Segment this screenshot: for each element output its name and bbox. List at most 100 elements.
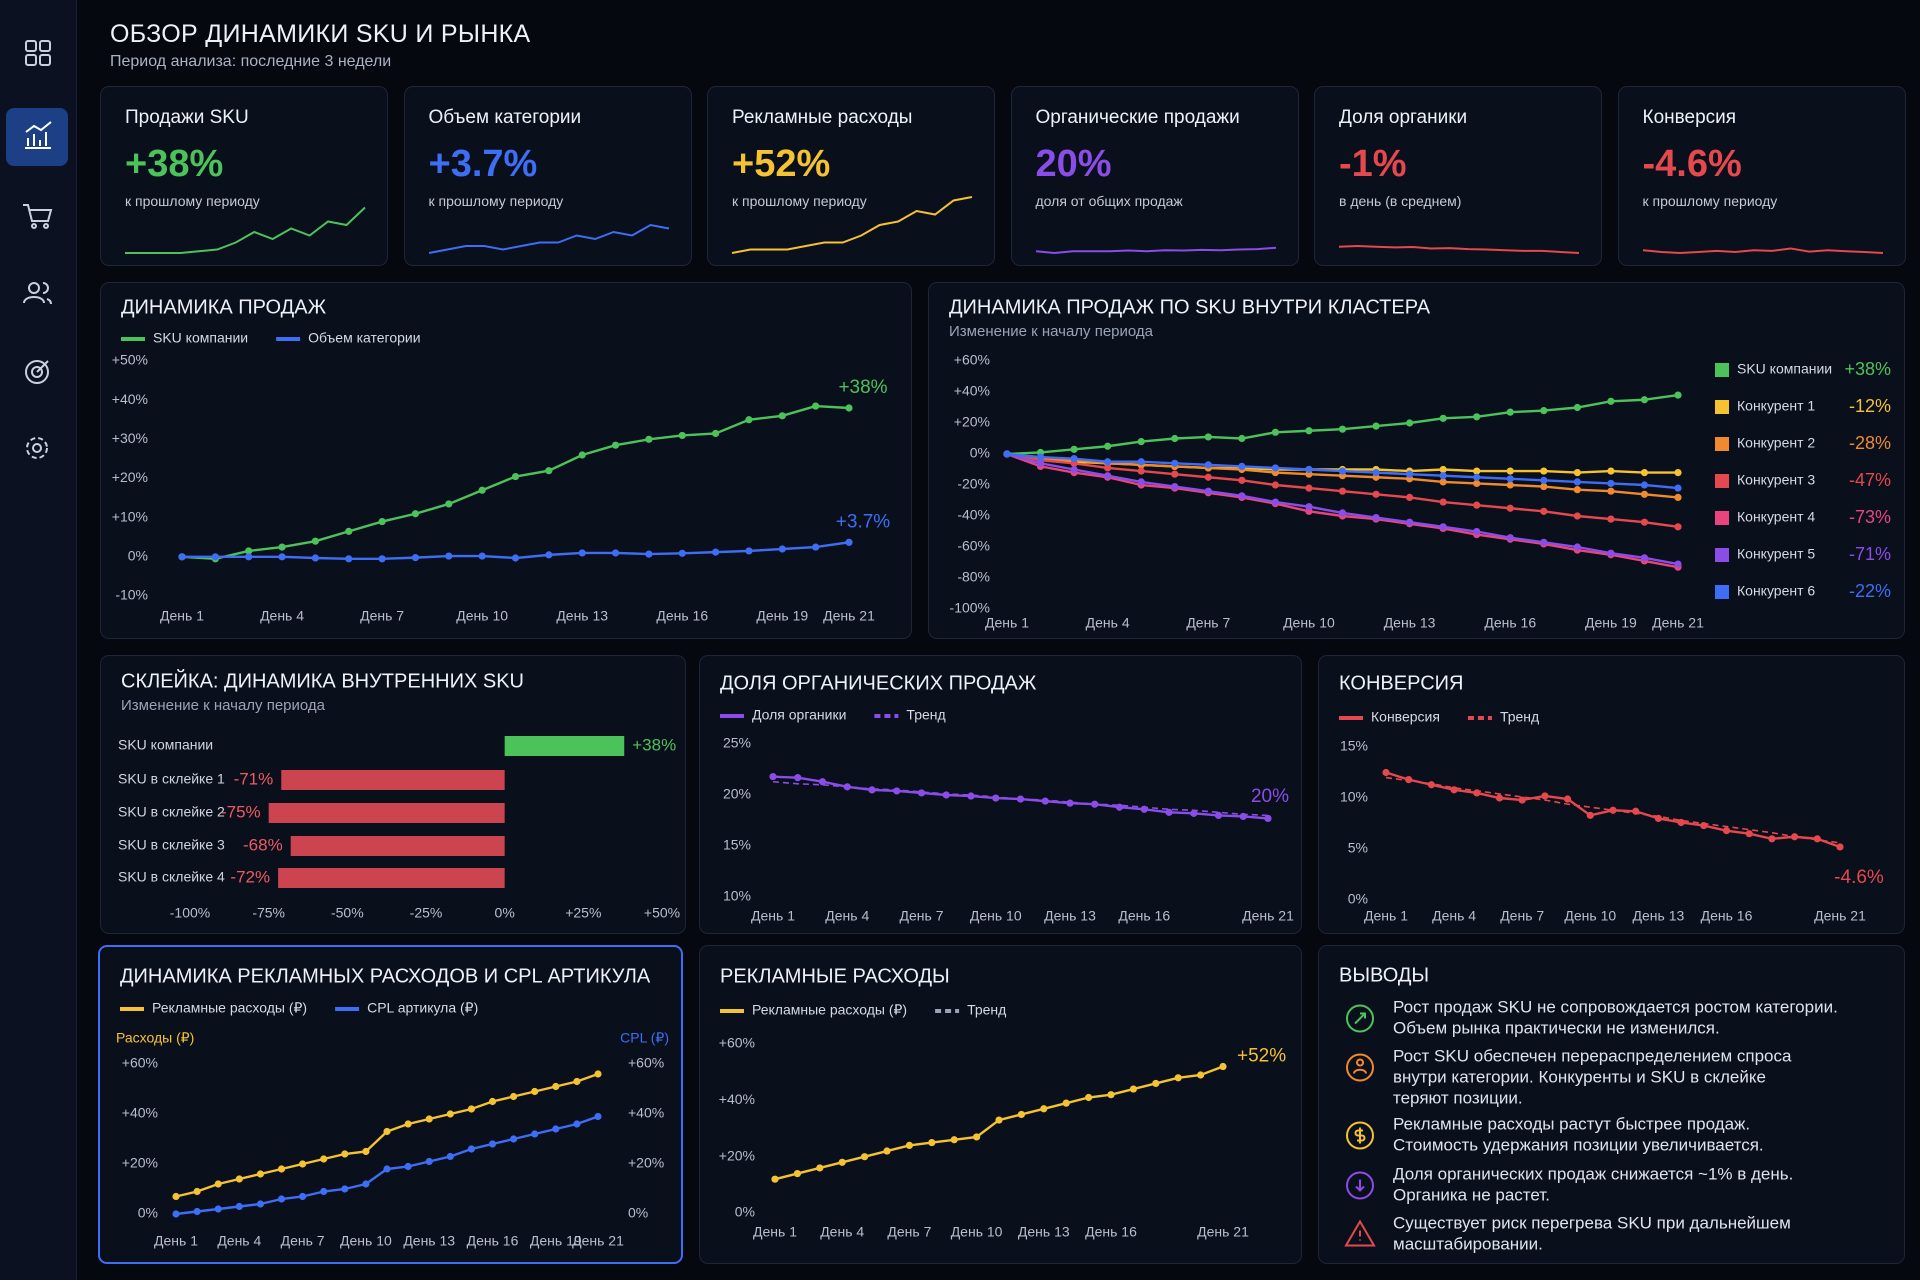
x-tick-label: День 13 [1018,1224,1070,1240]
data-point [1066,799,1074,807]
value-label: +38% [632,735,676,754]
data-point [478,486,486,494]
data-point [235,1175,243,1183]
data-point [1104,458,1112,466]
data-point [1152,1079,1160,1088]
nav-analytics[interactable] [25,121,52,149]
data-point [1439,465,1447,474]
x-tick-label: День 7 [1186,615,1230,631]
x-tick-label: День 4 [1432,908,1476,924]
nav-active[interactable] [6,108,68,166]
nav-users[interactable] [23,282,52,305]
data-point [645,550,653,558]
conclusions: ВЫВОДЫ Рост продаж SKU не сопровождается … [1339,964,1838,1253]
data-point [1271,428,1279,436]
data-point [712,548,720,556]
data-point [277,1195,286,1203]
data-point [1674,391,1682,399]
data-point [1518,796,1526,804]
x-tick-label: День 7 [281,1233,325,1249]
y-tick-label: 10% [1340,789,1368,805]
kpi-note: доля от общих продаж [1035,193,1183,209]
y-tick-label: +20% [122,1155,158,1171]
data-point [1506,475,1514,483]
x-tick-label: День 7 [900,908,944,924]
data-point [1070,445,1078,453]
y-tick-label: +20% [719,1147,755,1163]
x-tick-label: День 7 [887,1224,931,1240]
data-point [1171,470,1179,478]
data-point [1609,806,1617,814]
icon-glyph [1354,1127,1366,1144]
legend-value: -28% [1849,433,1891,453]
chart-panel: КОНВЕРСИЯ 15% 10% 5% 0% День 1 День 4 День 7 Ден… [1318,655,1905,934]
x-tick-label: День 1 [985,615,1029,631]
data-point [467,1105,475,1113]
kpi-card: Продажи SKU +38% к прошлому периоду [100,86,388,266]
nav-cart[interactable] [23,204,53,229]
data-point [1137,438,1145,446]
data-point [1640,518,1649,526]
kpi-title: Органические продажи [1035,107,1240,128]
data-point [1506,504,1514,512]
data-point [861,1153,869,1161]
data-point [1473,467,1481,475]
conclusion-icon [1346,1171,1374,1200]
x-tick-label: День 16 [1118,908,1170,924]
data-point [1406,470,1414,478]
chart-panel: ДОЛЯ ОРГАНИЧЕСКИХ ПРОДАЖ 25% 20% 15% 10% День… [699,655,1302,934]
chart: ДИНАМИКА ПРОДАЖ +50% +40% +30% +20% +10% 0% -10… [112,296,891,624]
x-tick-label: День 16 [467,1233,519,1249]
data-point [256,1200,264,1208]
data-point [678,431,686,440]
data-point [1003,450,1011,458]
nav-grid[interactable] [25,40,51,66]
value-label: -68% [243,835,283,854]
chart-title: ДИНАМИКА РЕКЛАМНЫХ РАСХОДОВ И CPL АРТИКУ… [120,965,651,987]
data-point [594,1070,602,1078]
data-point [1129,1085,1137,1093]
x-tick-label: День 4 [217,1233,261,1249]
kpi-title: Рекламные расходы [732,107,913,128]
data-point [510,1135,518,1143]
sidebar [0,0,77,1280]
data-point [1406,493,1414,501]
chart: ДИНАМИКА РЕКЛАМНЫХ РАСХОДОВ И CPL АРТИКУ… [116,965,669,1249]
x-tick-label: День 16 [1701,908,1753,924]
kpi-note: к прошлому периоду [428,193,564,209]
nav-settings[interactable] [26,437,48,459]
data-point [1573,543,1581,551]
chart-title: ДОЛЯ ОРГАНИЧЕСКИХ ПРОДАЖ [720,672,1037,694]
icon-glyph [1353,1058,1367,1074]
data-point [1137,478,1145,486]
nav-target[interactable] [25,360,49,384]
data-point [1197,1071,1205,1079]
data-point [845,404,853,412]
x-tick-label: День 13 [556,608,608,624]
legend-swatch [1715,474,1729,488]
x-tick-label: +50% [644,905,680,921]
data-point [245,553,253,561]
data-point [1040,1105,1048,1113]
sparkline-line [1338,244,1580,254]
y-tick-label: +20% [112,469,148,485]
sparkline [1642,247,1883,255]
chart: ДОЛЯ ОРГАНИЧЕСКИХ ПРОДАЖ25%20%15%10%День… [720,672,1294,924]
annotation: -4.6% [1834,867,1884,888]
category-label: SKU в склейке 2 [118,804,225,820]
data-point [1607,549,1615,557]
kpi-card: Конверсия -4.6% к прошлому периоду [1617,86,1906,266]
data-point [446,1152,454,1161]
data-point [1107,1091,1115,1099]
legend-swatch [1715,585,1729,599]
data-point [1238,476,1246,484]
sidebar-icons [6,40,68,459]
chart-title: ДИНАМИКА ПРОДАЖ ПО SKU ВНУТРИ КЛАСТЕРА [949,296,1431,318]
x-tick-label: День 13 [1384,615,1436,631]
data-point [467,1145,475,1153]
page-subtitle: Период анализа: последние 3 недели [110,53,392,70]
legend-label: Конкурент 3 [1737,472,1815,488]
sparkline [1035,246,1276,255]
data-point [345,555,353,563]
data-point [211,553,219,561]
